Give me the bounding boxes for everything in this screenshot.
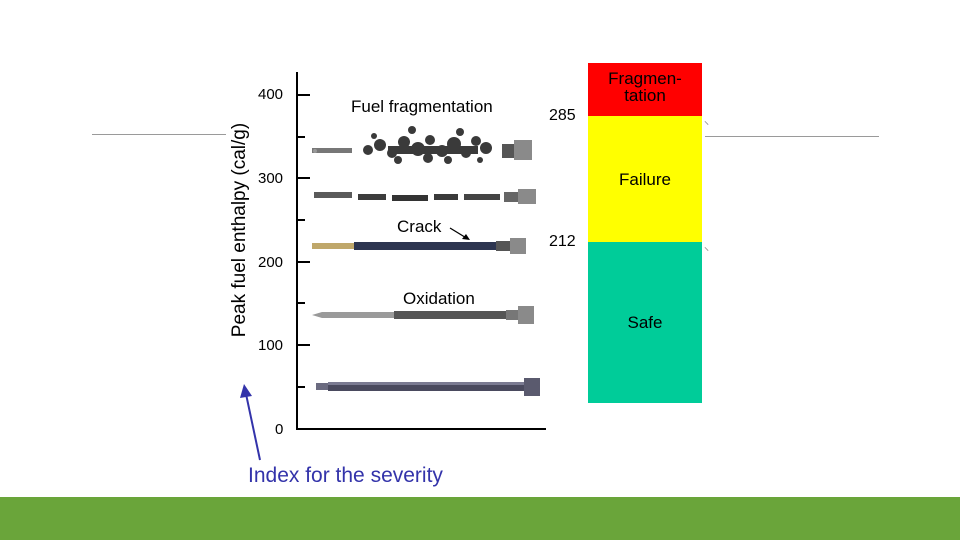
failure-band: Failure (588, 116, 702, 242)
tick-mark-icon: ⸜ (704, 242, 709, 253)
tick-minor-250 (298, 219, 305, 221)
slide-rule-left (92, 134, 227, 135)
safe-band-label: Safe (627, 313, 663, 332)
fuel-rod-oxidized (312, 306, 534, 324)
tick-minor-50 (298, 386, 305, 388)
fragmentation-band-label: Fragmen- tation (608, 69, 682, 105)
safe-band: Safe (588, 242, 702, 403)
tick-label-300: 300 (258, 170, 284, 187)
tick-200 (298, 261, 310, 263)
severity-scale: Fragmen- tation Failure Safe (588, 63, 702, 403)
footer-bar (0, 497, 960, 540)
crack-label: Crack (397, 217, 442, 236)
y-axis-line (296, 72, 298, 430)
severity-arrow-icon (240, 384, 261, 461)
tick-300 (298, 177, 310, 179)
tick-100 (298, 344, 310, 346)
crack-arrow-icon (449, 227, 470, 240)
fuel-fragmentation-label: Fuel fragmentation (351, 97, 493, 116)
fragmentation-band: Fragmen- tation (588, 63, 702, 116)
tick-minor-150 (298, 302, 305, 304)
tick-label-100: 100 (258, 337, 284, 354)
enthalpy-figure (226, 60, 551, 496)
fuel-rod-intact (316, 378, 540, 396)
tick-label-400: 400 (258, 86, 284, 103)
failure-band-label: Failure (619, 169, 671, 189)
severity-index-label: Index for the severity (248, 464, 443, 487)
tick-label-0: 0 (275, 421, 284, 438)
tick-minor-350 (298, 136, 305, 138)
threshold-285: 285 (549, 107, 576, 124)
tick-label-200: 200 (258, 254, 284, 271)
threshold-212: 212 (549, 233, 576, 250)
tick-400 (298, 94, 310, 96)
slide-rule-right (705, 136, 879, 137)
x-baseline (296, 428, 546, 430)
fuel-rod-fragmented (312, 126, 532, 164)
fuel-rod-cracked (312, 238, 526, 254)
tick-mark-icon: ⸜ (704, 116, 709, 127)
y-axis-title: Peak fuel enthalpy (cal/g) (229, 122, 250, 338)
fuel-rod-failed (314, 189, 536, 204)
oxidation-label: Oxidation (403, 289, 475, 308)
